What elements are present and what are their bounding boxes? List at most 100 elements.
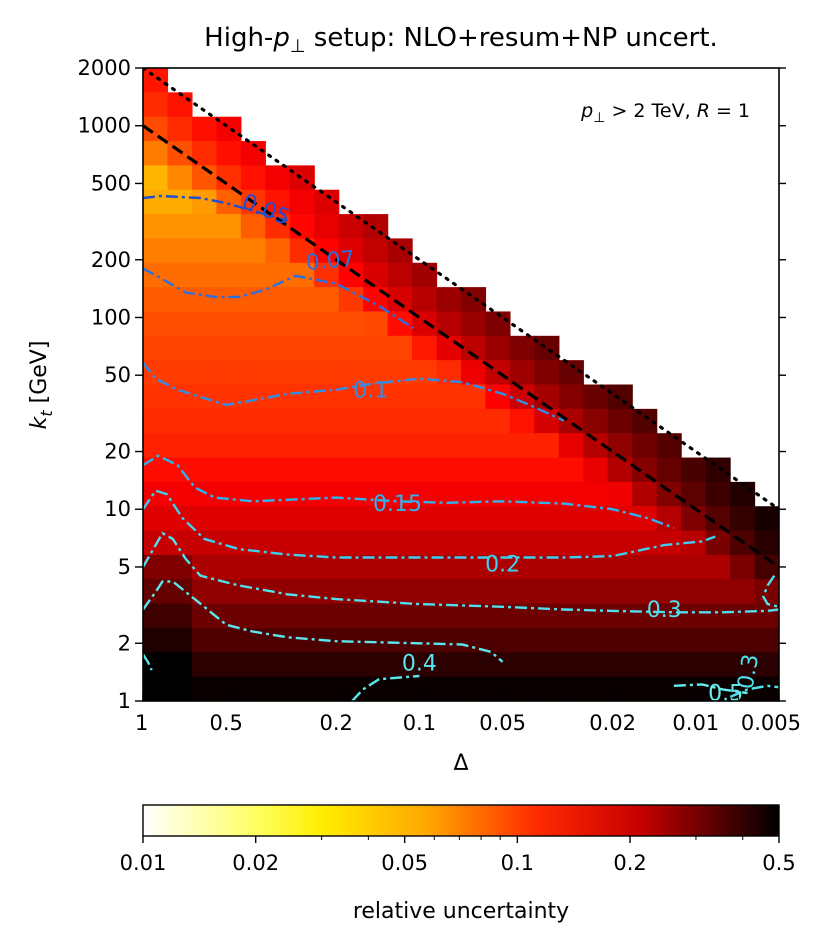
heatmap-cell xyxy=(363,481,389,507)
heatmap-cell xyxy=(705,627,731,653)
heatmap-cell xyxy=(289,360,315,386)
heatmap-cell xyxy=(265,360,291,386)
heatmap-cell xyxy=(730,603,756,629)
heatmap-cell xyxy=(363,433,389,459)
heatmap-cell xyxy=(363,506,389,532)
heatmap-cell xyxy=(167,311,193,337)
heatmap-cell xyxy=(387,579,413,605)
heatmap-cell xyxy=(363,603,389,629)
heatmap-cell xyxy=(167,189,193,215)
colorbar-tick-label: 0.05 xyxy=(381,851,428,875)
heatmap-cell xyxy=(363,311,389,337)
heatmap-cell xyxy=(265,311,291,337)
cut-annotation: p⊥ > 2 TeV, R = 1 xyxy=(580,100,750,126)
heatmap-cell xyxy=(216,481,242,507)
heatmap-cell xyxy=(363,554,389,580)
heatmap-cell xyxy=(167,92,193,118)
heatmap-cell xyxy=(387,603,413,629)
heatmap-cell xyxy=(143,676,169,701)
heatmap-cell xyxy=(387,433,413,459)
heatmap-cell xyxy=(583,554,609,580)
heatmap-cell xyxy=(509,360,535,386)
heatmap-cell xyxy=(314,311,340,337)
heatmap-cell xyxy=(191,457,217,483)
heatmap-cell xyxy=(240,165,266,191)
heatmap-cell xyxy=(143,335,169,361)
x-tick-label: 0.2 xyxy=(319,711,352,735)
heatmap-cell xyxy=(607,676,633,701)
dotted-reference-line xyxy=(143,68,779,511)
heatmap-cell xyxy=(607,506,633,532)
heatmap-cell xyxy=(412,408,438,434)
heatmap-cell xyxy=(632,530,658,556)
heatmap-cell xyxy=(681,457,707,483)
heatmap-cell xyxy=(485,506,511,532)
heatmap-cell xyxy=(191,530,217,556)
heatmap-cell xyxy=(265,676,291,701)
heatmap-cell xyxy=(583,408,609,434)
heatmap-cell xyxy=(656,627,682,653)
heatmap-cell xyxy=(485,676,511,701)
colorbar xyxy=(142,804,780,837)
heatmap-cell xyxy=(632,554,658,580)
heatmap-cell xyxy=(338,433,364,459)
heatmap-cell xyxy=(289,554,315,580)
contour-line-0.2 xyxy=(143,489,716,559)
heatmap-cell xyxy=(216,554,242,580)
heatmap-cell xyxy=(607,530,633,556)
heatmap-cell xyxy=(485,384,511,410)
heatmap-cell xyxy=(143,457,169,483)
heatmap-cell xyxy=(338,603,364,629)
heatmap-cell xyxy=(167,238,193,264)
heatmap-cell xyxy=(240,335,266,361)
heatmap-cell xyxy=(289,457,315,483)
chart-title: High-p⊥ setup: NLO+resum+NP uncert. xyxy=(204,23,718,57)
colorbar-label: relative uncertainty xyxy=(353,899,569,924)
heatmap-cell xyxy=(240,457,266,483)
heatmap-cell xyxy=(314,360,340,386)
heatmap-cell xyxy=(461,506,487,532)
y-tick-label: 2000 xyxy=(78,56,131,80)
heatmap-cell xyxy=(436,506,462,532)
heatmap-cell xyxy=(509,652,535,678)
heatmap-cell xyxy=(730,676,756,701)
heatmap-cell xyxy=(338,238,364,264)
heatmap-cell xyxy=(656,457,682,483)
heatmap-cell xyxy=(632,652,658,678)
heatmap-cell xyxy=(289,676,315,701)
heatmap-cell xyxy=(216,627,242,653)
reference-lines xyxy=(143,68,779,569)
heatmap-cell xyxy=(216,408,242,434)
heatmap-cell xyxy=(216,506,242,532)
heatmap-cell xyxy=(558,530,584,556)
heatmap-cell xyxy=(730,627,756,653)
heatmap-cell xyxy=(216,433,242,459)
heatmap-cell xyxy=(534,360,560,386)
heatmap-cell xyxy=(730,554,756,580)
heatmap-cell xyxy=(167,360,193,386)
heatmap-cell xyxy=(216,116,242,142)
heatmap-cell xyxy=(216,384,242,410)
x-axis-label: Δ xyxy=(453,751,468,776)
heatmap-cell xyxy=(289,165,315,191)
heatmap-cell xyxy=(363,384,389,410)
heatmap-cell xyxy=(461,603,487,629)
heatmap-cell xyxy=(632,603,658,629)
heatmap-cell xyxy=(143,627,169,653)
heatmap-cell xyxy=(754,506,779,532)
heatmap-cell xyxy=(534,457,560,483)
heatmap-cell xyxy=(191,335,217,361)
heatmap-cell xyxy=(191,262,217,288)
heatmap-cell xyxy=(314,530,340,556)
x-tick-label: 0.02 xyxy=(589,711,636,735)
heatmap-cell xyxy=(167,554,193,580)
heatmap-cell xyxy=(754,676,779,701)
heatmap-cell xyxy=(436,457,462,483)
heatmap-cell xyxy=(216,214,242,240)
heatmap-cell xyxy=(558,627,584,653)
heatmap-cell xyxy=(607,652,633,678)
contour-line-0.3 xyxy=(143,531,779,614)
heatmap-cell xyxy=(363,530,389,556)
heatmap-cell xyxy=(191,189,217,215)
heatmap-cell xyxy=(338,530,364,556)
